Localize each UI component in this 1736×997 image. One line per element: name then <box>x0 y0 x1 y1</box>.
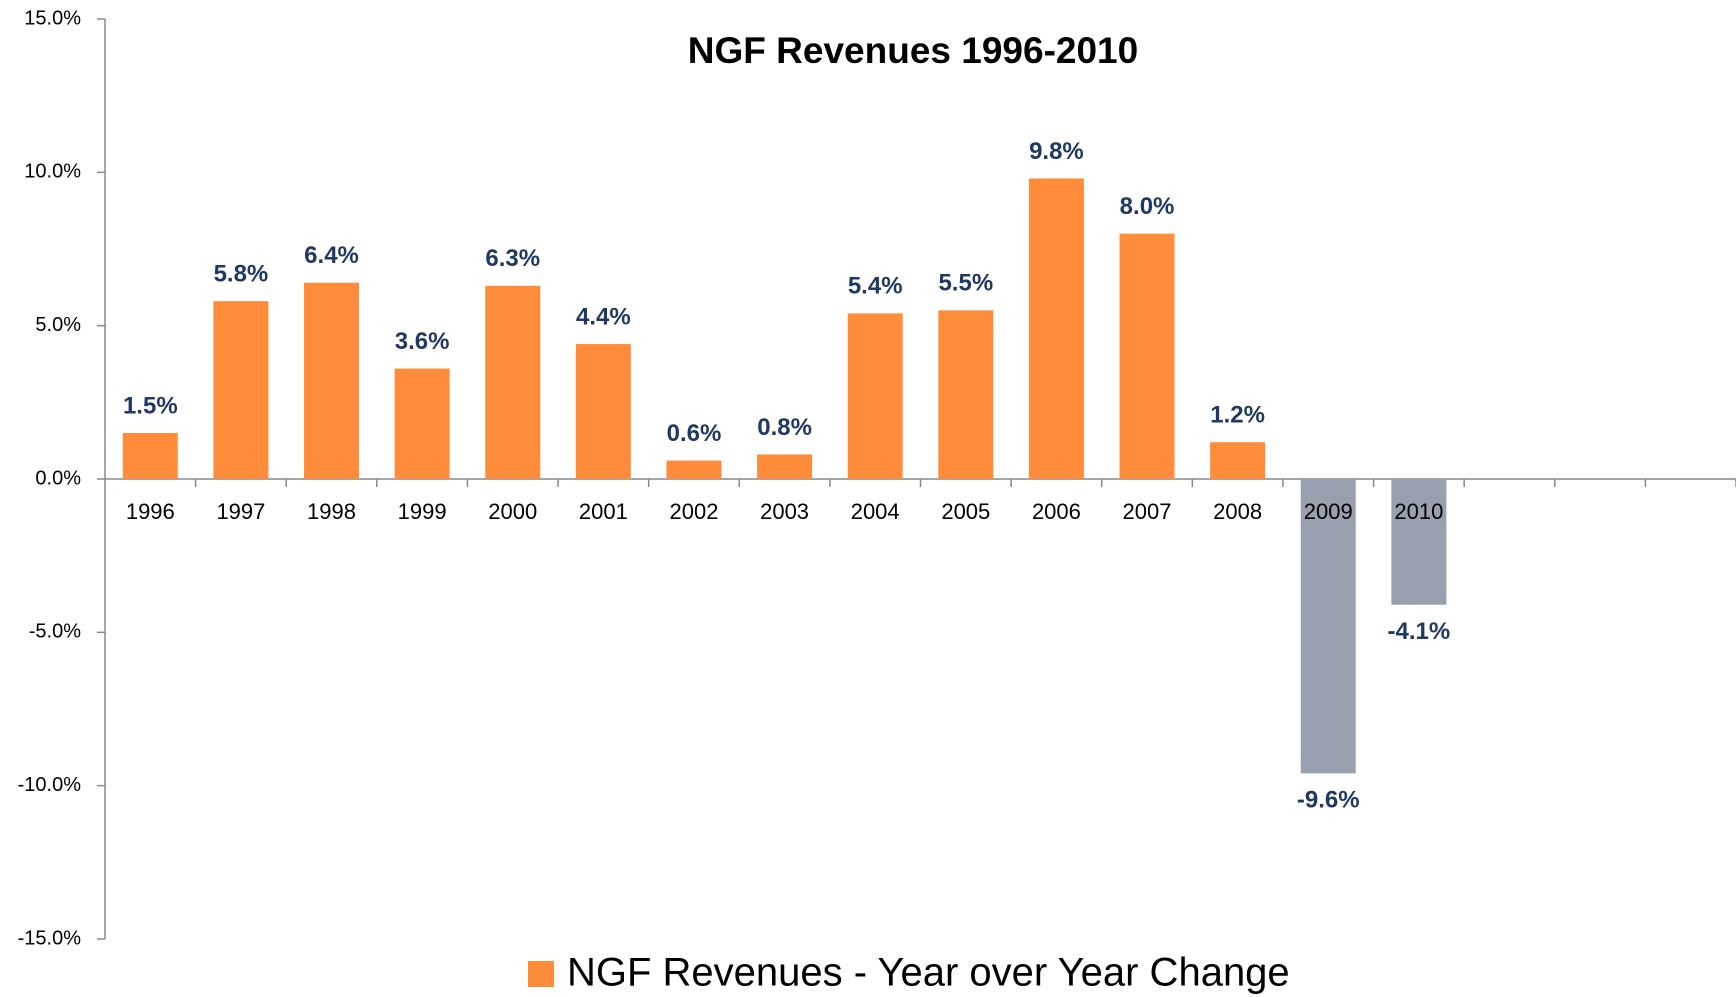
x-tick-label: 1998 <box>307 499 356 524</box>
value-label: -9.6% <box>1297 787 1360 814</box>
x-tick-label: 2003 <box>760 499 809 524</box>
bar <box>1210 442 1266 479</box>
x-tick-label: 2007 <box>1123 499 1172 524</box>
bar <box>1119 233 1175 479</box>
value-label: 8.0% <box>1120 193 1175 220</box>
legend-label: NGF Revenues - Year over Year Change <box>567 951 1290 995</box>
x-tick-label: 1996 <box>126 499 175 524</box>
value-label: 9.8% <box>1029 138 1084 165</box>
bar <box>122 433 178 479</box>
value-label: 6.3% <box>485 245 540 272</box>
x-tick-label: 2000 <box>488 499 537 524</box>
chart-title: NGF Revenues 1996-2010 <box>688 30 1138 71</box>
value-label: 6.4% <box>304 242 359 269</box>
x-tick-label: 2005 <box>941 499 990 524</box>
bar <box>485 285 541 479</box>
bar <box>1028 178 1084 479</box>
y-tick-label: 5.0% <box>35 314 81 336</box>
x-tick-label: 1999 <box>398 499 447 524</box>
y-tick-label: 15.0% <box>24 7 81 29</box>
value-label: 5.5% <box>938 270 993 297</box>
value-label: 1.2% <box>1210 402 1265 429</box>
bar <box>1391 479 1447 605</box>
x-tick-label: 2001 <box>579 499 628 524</box>
y-tick-label: -15.0% <box>18 927 82 949</box>
value-label: 0.6% <box>667 420 722 447</box>
bar <box>847 313 903 479</box>
bar <box>304 282 360 479</box>
bar <box>938 310 994 479</box>
x-tick-label: 2008 <box>1213 499 1262 524</box>
value-label: 5.4% <box>848 273 903 300</box>
legend-swatch <box>528 961 554 987</box>
value-label: 0.8% <box>757 414 812 441</box>
value-label: 1.5% <box>123 392 178 419</box>
x-tick-label: 2010 <box>1394 499 1443 524</box>
bar <box>394 368 450 479</box>
value-label: 3.6% <box>395 328 450 355</box>
bar <box>1300 479 1356 774</box>
x-tick-label: 2009 <box>1304 499 1353 524</box>
y-tick-label: -10.0% <box>18 774 82 796</box>
value-label: 4.4% <box>576 303 631 330</box>
y-tick-label: 0.0% <box>35 467 81 489</box>
bar <box>213 301 269 479</box>
y-tick-label: 10.0% <box>24 161 81 183</box>
x-tick-label: 2004 <box>851 499 900 524</box>
x-tick-label: 2006 <box>1032 499 1081 524</box>
x-tick-label: 2002 <box>669 499 718 524</box>
value-label: 5.8% <box>214 260 269 287</box>
bar <box>575 344 631 479</box>
bar <box>666 460 722 479</box>
value-label: -4.1% <box>1388 618 1451 645</box>
y-tick-label: -5.0% <box>29 621 81 643</box>
bar <box>757 454 813 479</box>
x-tick-label: 1997 <box>216 499 265 524</box>
